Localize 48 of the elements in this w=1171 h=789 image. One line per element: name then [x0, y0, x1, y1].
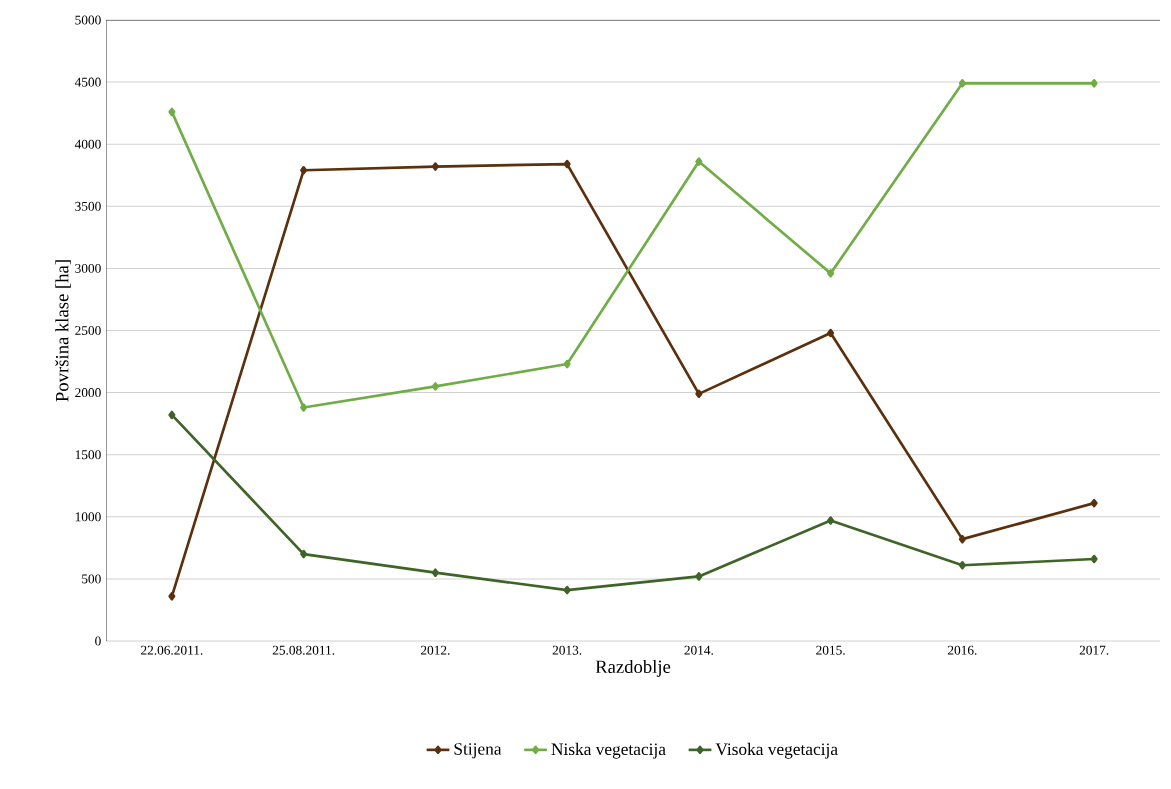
- point: [563, 585, 571, 595]
- point: [300, 403, 308, 412]
- y-tick-label: 2500: [75, 326, 101, 335]
- point: [827, 269, 835, 278]
- point: [958, 560, 966, 570]
- point: [168, 107, 176, 117]
- point: [827, 328, 835, 338]
- point: [431, 162, 439, 171]
- y-tick-label: 1000: [75, 512, 101, 522]
- y-tick-label: 500: [82, 574, 101, 584]
- point: [431, 382, 439, 391]
- point: [695, 389, 703, 399]
- x-tick-label: 2016.: [947, 645, 977, 655]
- point: [300, 549, 308, 559]
- y-tick-label: 0: [95, 636, 101, 646]
- x-tick-label: 2013.: [552, 645, 582, 655]
- point: [168, 410, 176, 420]
- point: [695, 157, 703, 166]
- point: [958, 534, 966, 544]
- point: [168, 592, 176, 601]
- x-tick-label: 2012.: [420, 645, 450, 655]
- point: [1090, 498, 1098, 508]
- y-tick-label: 2000: [75, 388, 101, 398]
- legend-label: Niska vegetacija: [551, 742, 666, 759]
- point: [958, 79, 966, 88]
- y-tick-label: 5000: [75, 15, 101, 25]
- x-axis-title: Razdoblje: [595, 659, 671, 677]
- x-tick-label: 2015.: [816, 645, 845, 655]
- point: [431, 568, 439, 577]
- point: [563, 359, 571, 369]
- x-tick-label: 25.08.2011.: [272, 645, 335, 655]
- x-tick-label: 2017.: [1079, 645, 1109, 655]
- legend-label: Visoka vegetacija: [715, 742, 838, 759]
- y-axis-title: Površina klase [ha]: [55, 260, 71, 402]
- y-tick-label: 3500: [75, 201, 101, 211]
- point: [1090, 554, 1098, 564]
- point: [563, 159, 571, 169]
- point: [300, 166, 308, 175]
- point: [1090, 79, 1098, 88]
- y-tick-label: 1500: [75, 450, 101, 460]
- y-tick-label: 3000: [75, 263, 101, 273]
- y-tick-label: 4000: [74, 139, 101, 149]
- y-tick-label: 4500: [74, 77, 101, 87]
- legend-label: Stijena: [454, 743, 502, 759]
- x-tick-label: 2014.: [684, 645, 713, 655]
- point: [695, 572, 703, 581]
- x-tick-label: 22.06.2011.: [141, 645, 203, 655]
- point: [827, 516, 835, 525]
